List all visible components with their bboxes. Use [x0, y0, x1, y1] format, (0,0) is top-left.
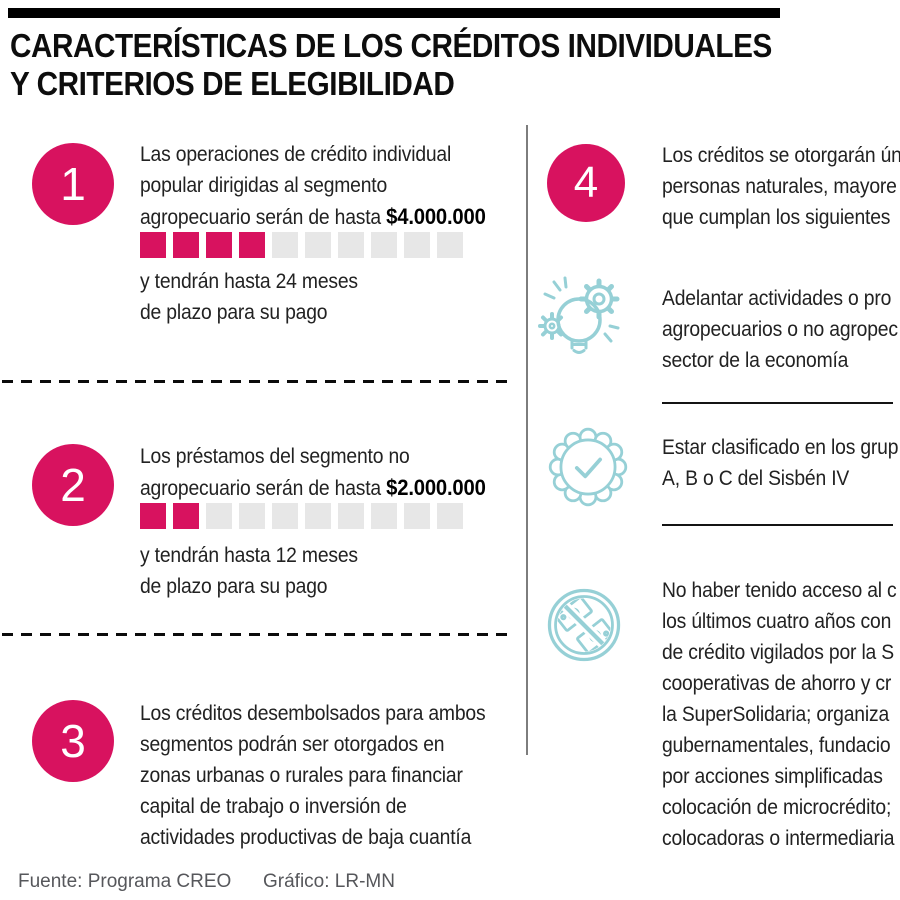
progress-square-filled	[173, 232, 199, 258]
progress-square-filled	[140, 232, 166, 258]
progress-square-empty	[338, 503, 364, 529]
innovation-icon	[538, 274, 630, 371]
text-line: A, B o C del Sisbén IV	[662, 467, 850, 490]
step-1-badge: 1	[32, 143, 114, 225]
progress-square-empty	[272, 232, 298, 258]
progress-square-empty	[371, 232, 397, 258]
step-4-text: Los créditos se otorgarán ún personas na…	[662, 140, 900, 233]
text-line: agropecuarios o no agropec	[662, 318, 898, 341]
step-1-text: Las operaciones de crédito individual po…	[140, 139, 486, 233]
text-line: agropecuario serán de hasta $2.000.000	[140, 472, 486, 504]
badge-check-icon	[546, 425, 630, 514]
amount-value: $4.000.000	[386, 204, 486, 229]
text-line: colocación de microcrédito;	[662, 796, 892, 819]
page-title-line2: Y CRITERIOS DE ELEGIBILIDAD	[10, 65, 455, 102]
page-title-line1: CARACTERÍSTICAS DE LOS CRÉDITOS INDIVIDU…	[10, 27, 772, 64]
progress-square-filled	[239, 232, 265, 258]
text-line: Los préstamos del segmento no	[140, 445, 410, 468]
text-line: Estar clasificado en los grup	[662, 436, 899, 459]
step-2-number: 2	[60, 459, 86, 511]
progress-square-empty	[437, 503, 463, 529]
progress-square-empty	[404, 503, 430, 529]
progress-square-empty	[206, 503, 232, 529]
step-2-badge: 2	[32, 444, 114, 526]
no-money-icon	[542, 583, 626, 672]
text-line: personas naturales, mayore	[662, 175, 897, 198]
text-line: capital de trabajo o inversión de	[140, 795, 407, 818]
step-2-duration: y tendrán hasta 12 meses de plazo para s…	[140, 540, 358, 602]
amount-prefix: agropecuario serán de hasta	[140, 477, 381, 500]
text-line: que cumplan los siguientes	[662, 206, 891, 229]
progress-square-filled	[173, 503, 199, 529]
text-line: la SuperSolidaria; organiza	[662, 703, 890, 726]
text-line: de plazo para su pago	[140, 575, 328, 598]
text-line: por acciones simplificadas	[662, 765, 883, 788]
step-3-badge: 3	[32, 700, 114, 782]
progress-square-empty	[437, 232, 463, 258]
text-line: No haber tenido acceso al c	[662, 579, 897, 602]
dashed-separator	[2, 380, 510, 383]
progress-squares-step-2	[140, 503, 463, 529]
progress-square-empty	[371, 503, 397, 529]
progress-square-filled	[140, 503, 166, 529]
criterion-1-text: Adelantar actividades o pro agropecuario…	[662, 283, 898, 376]
step-2-text: Los préstamos del segmento no agropecuar…	[140, 441, 486, 504]
dashed-separator	[2, 633, 510, 636]
text-line: Los créditos se otorgarán ún	[662, 144, 900, 167]
criteria-separator	[662, 402, 893, 404]
text-line: y tendrán hasta 12 meses	[140, 544, 358, 567]
step-3-text: Los créditos desembolsados para ambos se…	[140, 698, 486, 853]
step-1-number: 1	[60, 158, 86, 210]
amount-value: $2.000.000	[386, 475, 486, 500]
criterion-2-text: Estar clasificado en los grup A, B o C d…	[662, 432, 898, 494]
page-title: CARACTERÍSTICAS DE LOS CRÉDITOS INDIVIDU…	[10, 27, 772, 103]
text-line: zonas urbanas o rurales para financiar	[140, 764, 463, 787]
progress-squares-step-1	[140, 232, 463, 258]
vertical-divider	[526, 125, 528, 755]
step-4-number: 4	[573, 158, 599, 207]
text-line: popular dirigidas al segmento	[140, 174, 388, 197]
progress-square-empty	[239, 503, 265, 529]
text-line: sector de la economía	[662, 349, 849, 372]
step-1-duration: y tendrán hasta 24 meses de plazo para s…	[140, 266, 358, 328]
text-line: Las operaciones de crédito individual	[140, 143, 452, 166]
text-line: Los créditos desembolsados para ambos	[140, 702, 486, 725]
text-line: segmentos podrán ser otorgados en	[140, 733, 445, 756]
text-line: actividades productivas de baja cuantía	[140, 826, 472, 849]
criterion-3-text: No haber tenido acceso al c los últimos …	[662, 575, 897, 854]
text-line: agropecuario serán de hasta $4.000.000	[140, 201, 486, 233]
top-rule	[8, 8, 780, 18]
text-line: y tendrán hasta 24 meses	[140, 270, 358, 293]
step-4-badge: 4	[547, 144, 625, 222]
text-line: de crédito vigilados por la S	[662, 641, 895, 664]
step-3-number: 3	[60, 715, 86, 767]
amount-prefix: agropecuario serán de hasta	[140, 206, 381, 229]
progress-square-empty	[305, 503, 331, 529]
text-line: cooperativas de ahorro y cr	[662, 672, 892, 695]
graphic-credit: Gráfico: LR-MN	[263, 871, 395, 892]
text-line: gubernamentales, fundacio	[662, 734, 891, 757]
text-line: de plazo para su pago	[140, 301, 328, 324]
criteria-separator	[662, 524, 893, 526]
text-line: colocadoras o intermediaria	[662, 827, 895, 850]
text-line: Adelantar actividades o pro	[662, 287, 892, 310]
progress-square-empty	[338, 232, 364, 258]
progress-square-filled	[206, 232, 232, 258]
text-line: los últimos cuatro años con	[662, 610, 892, 633]
progress-square-empty	[272, 503, 298, 529]
progress-square-empty	[404, 232, 430, 258]
progress-square-empty	[305, 232, 331, 258]
source-credit: Fuente: Programa CREO	[18, 871, 232, 892]
